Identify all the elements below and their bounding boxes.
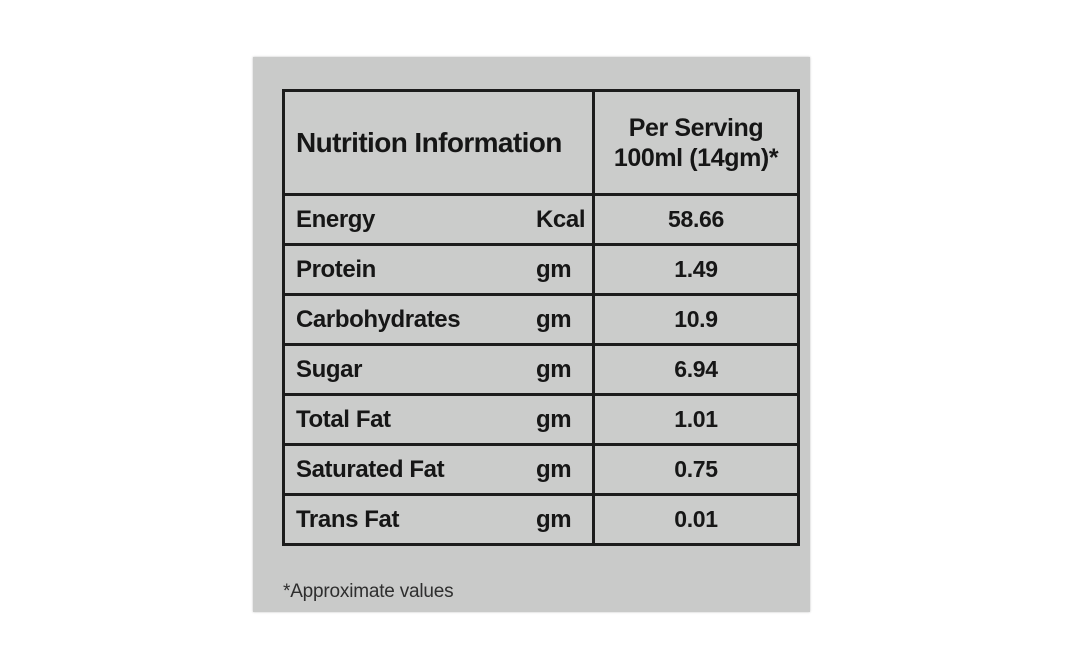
nutrient-value: 1.49 xyxy=(592,243,800,296)
nutrient-name: Sugar xyxy=(296,355,363,383)
table-row-saturated-fat: Saturated Fat gm 0.75 xyxy=(282,443,800,496)
nutrient-name: Saturated Fat xyxy=(296,455,445,483)
table-row-protein: Protein gm 1.49 xyxy=(282,243,800,296)
nutrient-value: 6.94 xyxy=(592,343,800,396)
nutrient-value: 0.75 xyxy=(592,443,800,496)
nutrient-value: 0.01 xyxy=(592,493,800,546)
nutrient-unit: gm xyxy=(536,305,572,333)
table-row-total-fat: Total Fat gm 1.01 xyxy=(282,393,800,446)
per-serving-line1: Per Serving xyxy=(628,113,764,142)
nutrient-unit: gm xyxy=(536,455,572,483)
nutrient-name: Protein xyxy=(296,255,376,283)
table-row-trans-fat: Trans Fat gm 0.01 xyxy=(282,493,800,546)
nutrient-unit: gm xyxy=(536,355,572,383)
nutrient-name: Trans Fat xyxy=(296,505,400,533)
nutrient-name: Energy xyxy=(296,205,375,233)
table-row-sugar: Sugar gm 6.94 xyxy=(282,343,800,396)
table-row-energy: Energy Kcal 58.66 xyxy=(282,193,800,246)
nutrition-table: Nutrition Information Per Serving 100ml … xyxy=(282,89,800,546)
approximate-values-footnote: *Approximate values xyxy=(283,581,454,602)
nutrient-unit: gm xyxy=(536,505,572,533)
per-serving-header: Per Serving 100ml (14gm)* xyxy=(592,89,800,196)
table-title: Nutrition Information xyxy=(282,89,595,196)
nutrition-label-panel: Nutrition Information Per Serving 100ml … xyxy=(253,57,810,612)
nutrient-value: 10.9 xyxy=(592,293,800,346)
nutrient-value: 58.66 xyxy=(592,193,800,246)
nutrient-unit: Kcal xyxy=(536,205,586,233)
table-header-row: Nutrition Information Per Serving 100ml … xyxy=(282,89,800,196)
table-row-carbohydrates: Carbohydrates gm 10.9 xyxy=(282,293,800,346)
nutrient-value: 1.01 xyxy=(592,393,800,446)
nutrient-unit: gm xyxy=(536,255,572,283)
nutrient-unit: gm xyxy=(536,405,572,433)
nutrient-name: Carbohydrates xyxy=(296,305,461,333)
nutrient-name: Total Fat xyxy=(296,405,391,433)
per-serving-line2: 100ml (14gm)* xyxy=(613,143,779,172)
